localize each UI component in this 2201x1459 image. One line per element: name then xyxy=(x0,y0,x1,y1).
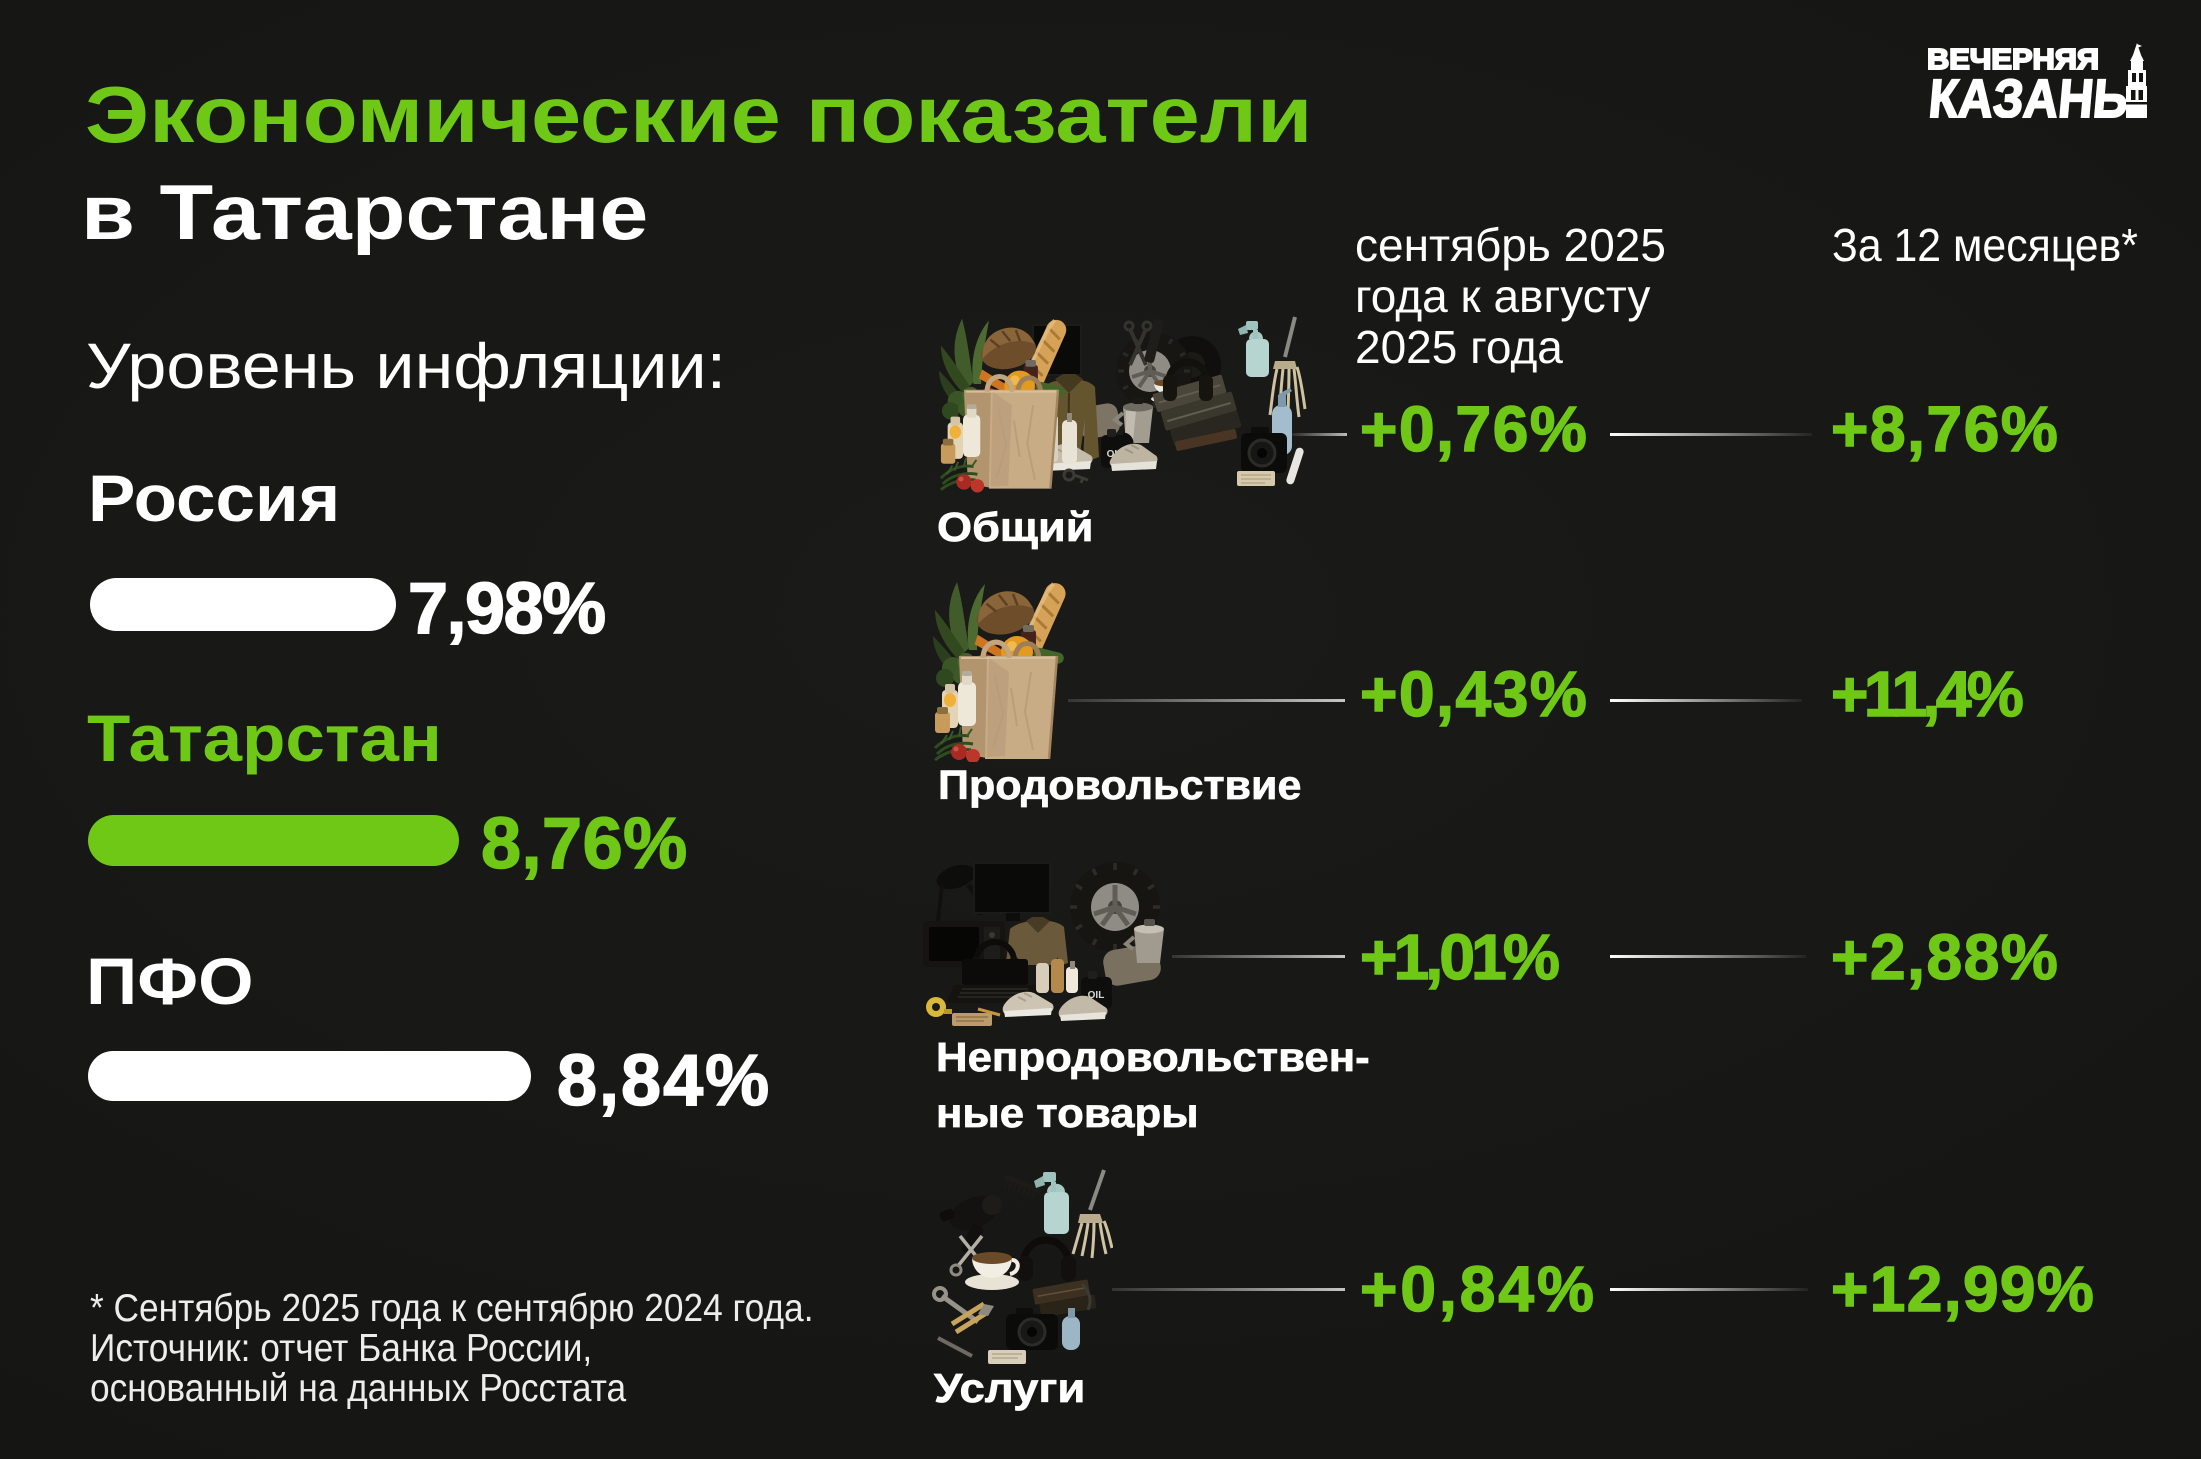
svg-text:ВЕЧЕРНЯЯ: ВЕЧЕРНЯЯ xyxy=(1928,44,2099,76)
svg-text:OIL: OIL xyxy=(1088,990,1105,1001)
svg-text:КАЗАНЬ: КАЗАНЬ xyxy=(1928,69,2131,118)
